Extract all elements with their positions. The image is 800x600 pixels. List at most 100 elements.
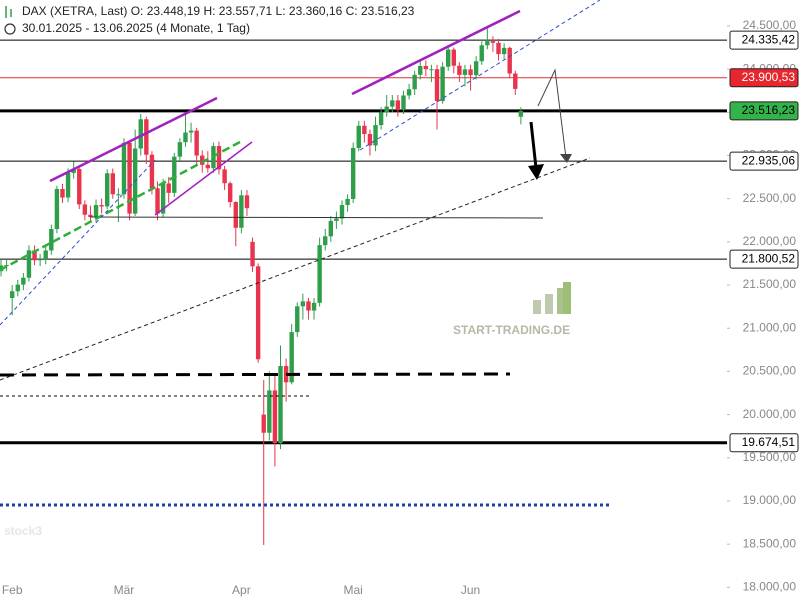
candle-body xyxy=(9,291,15,298)
candle-body xyxy=(88,214,93,218)
candle-body xyxy=(188,130,194,133)
y-tick-label: 24.500,00 xyxy=(743,18,797,32)
candle-body xyxy=(462,69,468,75)
candle-body xyxy=(362,125,367,134)
y-axis: 18.000,00 18.500,00 19.000,00 19.500,00 20.0… xyxy=(727,0,800,600)
candle-body xyxy=(490,41,496,43)
candle-body xyxy=(339,205,345,219)
quote-value: 23.448,19 xyxy=(147,4,201,18)
candle-body xyxy=(54,188,60,229)
plot-area: Feb Mär Apr Mai Jun xyxy=(0,27,727,597)
y-tick-label: 18.500,00 xyxy=(743,536,797,550)
candle-body xyxy=(255,266,261,360)
candle-body xyxy=(501,47,507,55)
candle-body xyxy=(144,119,149,155)
dashed-level xyxy=(0,372,511,377)
candle-body xyxy=(323,236,328,246)
trend-line xyxy=(359,0,601,151)
candle-body xyxy=(395,100,401,110)
candle-body xyxy=(177,142,183,157)
level-label-box xyxy=(729,68,799,88)
candle-body xyxy=(306,301,311,311)
y-tick-label: 21.000,00 xyxy=(743,320,797,334)
arrow-head xyxy=(528,164,544,180)
y-tick-label: 18.000,00 xyxy=(743,580,797,594)
quote-name: C: xyxy=(346,4,358,18)
projection-arrow xyxy=(537,68,567,159)
candle-body xyxy=(121,142,127,195)
candle-body xyxy=(250,241,255,267)
x-tick-label: Apr xyxy=(232,583,251,597)
candle-body xyxy=(311,302,317,311)
y-tick-label: 19.000,00 xyxy=(743,493,797,507)
candle-body xyxy=(473,61,479,76)
candle-body xyxy=(49,228,54,251)
candle-body xyxy=(457,65,462,75)
candle-body xyxy=(485,41,490,46)
y-tick-label: 22.000,00 xyxy=(743,234,797,248)
quote-value: 23.516,23 xyxy=(361,4,415,18)
clock-icon xyxy=(4,23,16,35)
candle-body xyxy=(26,250,32,278)
candle-body xyxy=(412,74,417,90)
instrument: DAX (XETRA, Last) xyxy=(22,4,127,18)
candle-body xyxy=(423,65,429,70)
drawings xyxy=(0,0,610,507)
candle-body xyxy=(116,194,121,196)
candle-body xyxy=(418,65,423,75)
candle-body xyxy=(200,155,205,165)
x-tick-label: Feb xyxy=(2,583,23,597)
quote-name: L: xyxy=(276,4,286,18)
level-label: 19.674,51 xyxy=(742,435,796,449)
candle-body xyxy=(110,173,115,195)
candle-body xyxy=(99,205,104,207)
candle-body xyxy=(239,195,244,228)
candle-body xyxy=(272,390,278,444)
candle-body xyxy=(172,156,177,193)
candle-body xyxy=(77,168,82,205)
subtitle: 30.01.2025 - 13.06.2025 (4 Monate, 1 Tag… xyxy=(22,21,250,35)
candle-body xyxy=(127,142,132,214)
candle-body xyxy=(468,69,473,76)
candle-body xyxy=(401,95,406,110)
candle-body xyxy=(300,301,306,307)
quote-name: H: xyxy=(203,4,215,18)
y-tick-label: 20.000,00 xyxy=(743,407,797,421)
candle-body xyxy=(295,306,300,333)
candle-body xyxy=(334,218,339,221)
level-label: 24.335,42 xyxy=(742,32,796,46)
projection-arrow xyxy=(529,121,538,169)
candle-body xyxy=(390,100,395,107)
level-label-box xyxy=(729,433,799,453)
candle-body xyxy=(60,188,65,198)
channel-line xyxy=(49,96,218,183)
candle-body xyxy=(155,188,160,214)
candle-body xyxy=(278,365,283,444)
candle-body xyxy=(350,147,356,199)
chart-icon xyxy=(5,6,12,18)
candle-body xyxy=(233,202,238,228)
candle-body xyxy=(21,277,26,285)
candle-body xyxy=(345,198,350,206)
trend-line xyxy=(0,140,241,272)
axis-bg xyxy=(727,0,800,600)
arrow-head xyxy=(560,154,572,163)
candle-body xyxy=(32,250,37,261)
candle-body xyxy=(43,250,48,260)
candle-body xyxy=(434,69,440,102)
y-tick-label: 21.500,00 xyxy=(743,277,797,291)
quote-value: 23.360,16 xyxy=(289,4,343,18)
candle-body xyxy=(37,259,43,261)
quote-line: DAX (XETRA, Last) O: 23.448,19 H: 23.557… xyxy=(22,4,415,18)
candle-body xyxy=(205,164,211,169)
candle-body xyxy=(183,132,188,143)
candle-body xyxy=(166,183,171,193)
channel-line xyxy=(154,141,253,216)
candle-body xyxy=(429,69,434,71)
support-line xyxy=(89,216,544,219)
candle-body xyxy=(507,47,512,74)
candle-body xyxy=(513,73,518,89)
candle-body xyxy=(356,125,361,148)
candle-body xyxy=(406,89,412,96)
